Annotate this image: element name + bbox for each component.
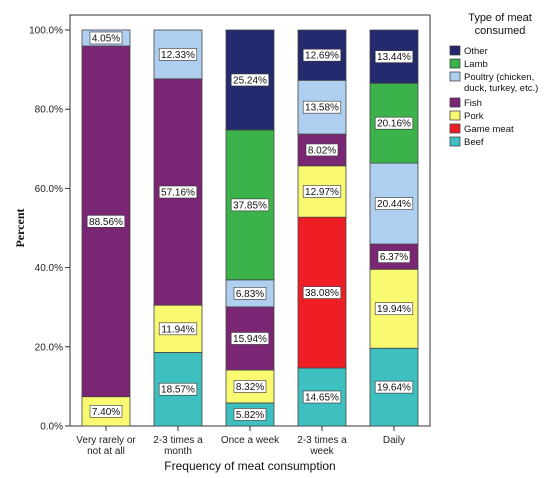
data-label: 6.37% xyxy=(380,252,408,263)
data-label-box xyxy=(233,287,267,300)
data-label-box xyxy=(233,380,267,393)
data-label: 5.82% xyxy=(236,410,264,421)
x-category-label: 2-3 times a month xyxy=(153,435,203,457)
legend-swatch-lamb xyxy=(449,58,461,69)
data-label: 38.08% xyxy=(305,288,339,299)
data-label-box xyxy=(86,215,126,228)
data-label: 88.56% xyxy=(89,217,123,228)
data-label: 20.44% xyxy=(377,199,411,210)
legend-label-fish: Fish xyxy=(464,98,482,109)
data-label-box xyxy=(374,302,414,316)
y-tick-label: 100.0% xyxy=(29,26,63,37)
legend-swatch-other xyxy=(449,45,461,56)
data-label-box xyxy=(374,197,414,210)
y-tick-label: 80.0% xyxy=(35,105,63,116)
data-label-box xyxy=(305,143,339,157)
data-label: 13.58% xyxy=(305,103,339,114)
data-label-box xyxy=(230,332,270,345)
data-label: 25.24% xyxy=(233,75,267,86)
x-category-label: Once a week xyxy=(221,435,280,446)
data-label-box xyxy=(302,390,342,404)
data-label: 37.85% xyxy=(233,200,267,211)
x-category-label: 2-3 times a week xyxy=(297,435,347,457)
x-category-label: Daily xyxy=(383,435,405,446)
data-label: 11.94% xyxy=(161,324,194,335)
data-label-box xyxy=(374,380,414,394)
data-label: 12.97% xyxy=(305,187,339,198)
y-tick-label: 60.0% xyxy=(35,184,63,195)
data-label-box xyxy=(233,408,267,421)
data-label: 8.02% xyxy=(308,145,336,156)
legend-label-beef: Beef xyxy=(464,137,484,148)
legend-title: Type of meat consumed xyxy=(468,12,532,37)
data-label-box xyxy=(230,73,270,87)
legend-label-lamb: Lamb xyxy=(464,59,488,70)
y-tick-label: 20.0% xyxy=(35,342,63,353)
legend-swatch-beef xyxy=(449,136,461,147)
data-label: 6.83% xyxy=(236,289,264,300)
data-label: 13.44% xyxy=(377,52,411,63)
data-label: 4.05% xyxy=(92,33,120,44)
y-tick-label: 0.0% xyxy=(40,422,63,433)
legend-label-pork: Pork xyxy=(464,111,484,122)
data-label-box xyxy=(89,405,123,418)
data-label-box xyxy=(158,48,198,61)
data-label: 19.64% xyxy=(377,383,411,394)
data-label-box xyxy=(230,198,270,212)
data-label-box xyxy=(302,185,342,198)
data-label-box xyxy=(302,48,342,62)
data-label: 8.32% xyxy=(236,382,264,393)
data-label: 19.94% xyxy=(377,304,411,315)
data-label-box xyxy=(374,116,414,130)
data-label: 14.65% xyxy=(305,392,339,403)
legend-label-poultry: Poultry (chicken, duck, turkey, etc.) xyxy=(464,72,538,94)
data-label: 12.33% xyxy=(161,50,195,61)
legend-swatch-poultry xyxy=(449,71,461,82)
data-label-box xyxy=(158,322,198,336)
x-axis-title: Frequency of meat consumption xyxy=(164,459,335,473)
data-label: 18.57% xyxy=(161,385,195,396)
y-tick-label: 40.0% xyxy=(35,263,63,274)
data-label-box xyxy=(89,31,123,45)
y-axis-title: Percent xyxy=(13,208,27,247)
data-label: 57.16% xyxy=(161,188,195,199)
data-label: 12.69% xyxy=(305,51,339,62)
legend-swatch-pork xyxy=(449,110,461,121)
data-label: 20.16% xyxy=(377,119,411,130)
data-label-box xyxy=(374,50,414,63)
data-label: 15.94% xyxy=(233,334,267,345)
data-label-box xyxy=(302,100,342,114)
legend-label-game: Game meat xyxy=(464,124,514,135)
data-label-box xyxy=(302,286,342,299)
legend-swatch-game xyxy=(449,123,461,134)
data-label: 7.40% xyxy=(92,407,120,418)
legend-label-other: Other xyxy=(464,46,488,57)
x-category-label: Very rarely or not at all xyxy=(76,435,136,457)
legend-swatch-fish xyxy=(449,97,461,108)
data-label-box xyxy=(158,382,198,396)
data-label-box xyxy=(158,185,198,199)
data-label-box xyxy=(377,250,411,263)
